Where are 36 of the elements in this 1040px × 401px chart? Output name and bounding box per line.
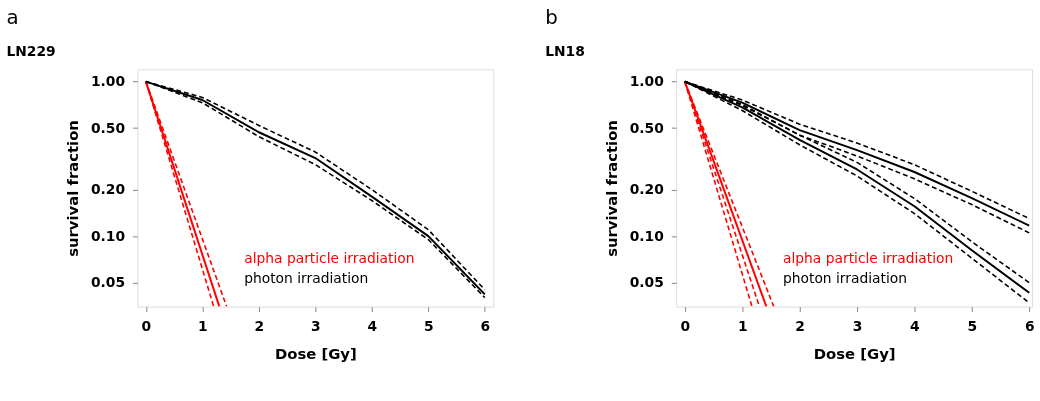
y-tick-label: 0.05 <box>90 274 126 291</box>
y-tick-label: 0.20 <box>629 181 664 198</box>
y-tick-label: 1.00 <box>90 73 126 90</box>
y-tick-label: 0.20 <box>90 181 126 198</box>
text: photon irradiation <box>782 269 908 286</box>
x-tick-label: 2 <box>795 317 805 334</box>
text: alpha particle irradiation <box>782 250 954 267</box>
y-axis-title: survival fraction <box>602 120 620 257</box>
y-tick-label: 0.10 <box>629 227 664 244</box>
y-tick-label: 0.10 <box>90 227 126 244</box>
x-tick-label: 4 <box>367 317 378 334</box>
x-axis-title: Dose [Gy] <box>274 345 357 363</box>
x-tick-label: 4 <box>910 317 920 334</box>
x-tick-label: 6 <box>1024 317 1035 334</box>
text: LN18 <box>545 43 585 60</box>
x-tick-label: 1 <box>198 317 208 334</box>
chart-title: b <box>545 5 558 29</box>
text: photon irradiation <box>244 269 369 286</box>
chart-subtitle: LN229 <box>6 43 56 60</box>
x-tick-label: 5 <box>424 317 434 334</box>
x-tick-label: 0 <box>680 317 691 334</box>
text: alpha particle irradiation <box>244 250 415 267</box>
x-tick-label: 3 <box>311 317 321 334</box>
y-tick-label: 0.50 <box>629 119 664 136</box>
x-axis-title: Dose [Gy] <box>813 345 896 363</box>
x-tick-label: 0 <box>141 317 152 334</box>
x-tick-label: 1 <box>737 317 748 334</box>
chart-title: a <box>6 5 19 29</box>
x-tick-label: 6 <box>480 317 491 334</box>
x-tick-label: 5 <box>967 317 978 334</box>
x-tick-label: 3 <box>852 317 863 334</box>
y-tick-label: 0.50 <box>90 119 126 136</box>
y-tick-label: 1.00 <box>629 73 664 90</box>
x-tick-label: 2 <box>254 317 265 334</box>
y-axis-title: survival fraction <box>64 120 82 257</box>
y-tick-label: 0.05 <box>629 274 664 291</box>
